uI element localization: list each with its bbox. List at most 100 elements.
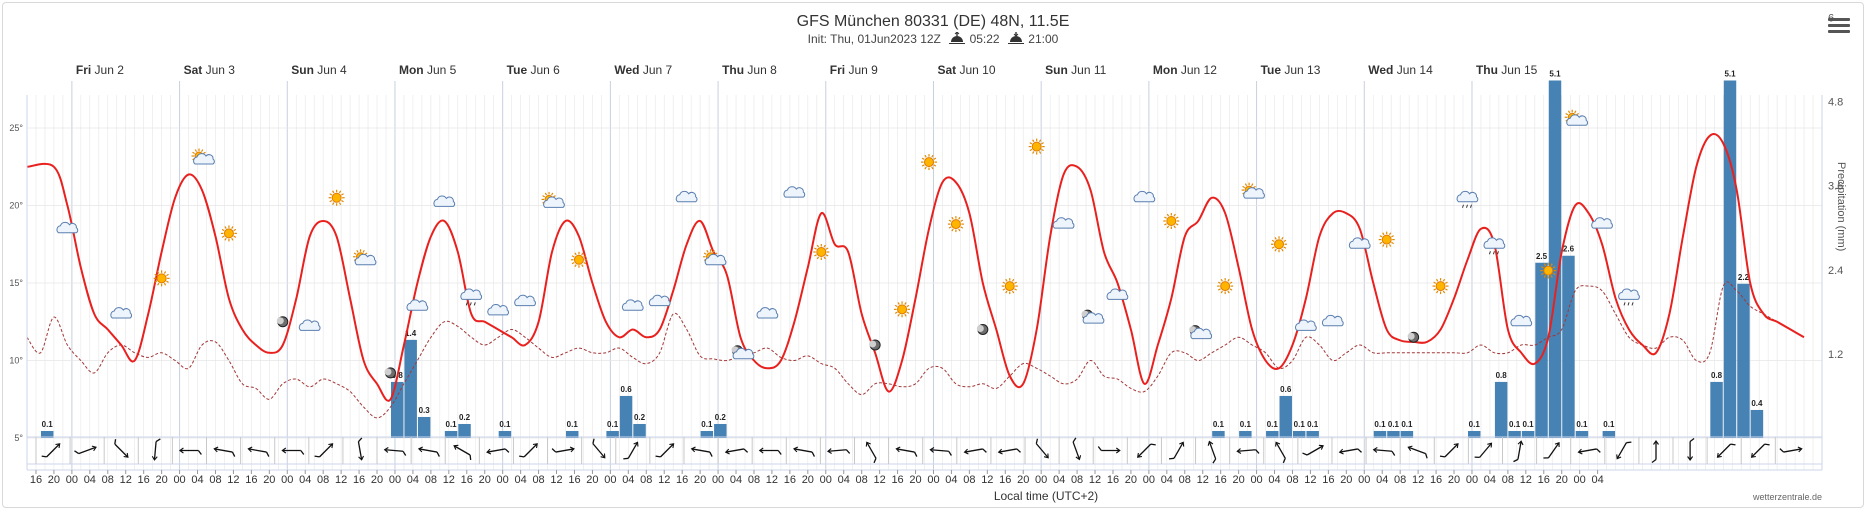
precip-label: 0.1	[607, 420, 619, 429]
y-left-tick-label: 5°	[14, 433, 23, 443]
dewpoint-line	[26, 281, 1791, 419]
sun-ray	[1567, 110, 1571, 114]
sun-ray	[1274, 237, 1277, 240]
sun-disc	[1166, 216, 1177, 226]
wind-shaft	[1173, 442, 1184, 459]
sun-ray	[1005, 278, 1008, 282]
wind-barb-icon	[1543, 441, 1560, 459]
hour-tick-label: 04	[945, 474, 957, 486]
weather-symbols	[56, 109, 1640, 379]
wind-arrowhead	[826, 448, 832, 454]
wind-arrowhead	[91, 445, 97, 452]
sun-ray	[1244, 183, 1248, 187]
moon-shade	[976, 325, 984, 332]
hour-tick-label: 08	[1502, 474, 1514, 486]
sun-ray	[338, 190, 342, 194]
hour-tick-label: 04	[1376, 474, 1388, 486]
wind-feather	[519, 455, 525, 458]
wind-feather	[1097, 446, 1102, 451]
sun-ray	[1543, 275, 1547, 278]
cloud-icon	[487, 304, 509, 316]
sun-ray	[166, 280, 169, 283]
sun-ray	[814, 254, 817, 257]
hamburger-menu-icon[interactable]	[1828, 16, 1850, 36]
sun-ray	[329, 193, 333, 196]
hour-tick-label: 00	[604, 474, 616, 486]
wind-feather	[436, 451, 440, 457]
wind-barb-icon	[655, 443, 675, 458]
wind-arrowhead	[1338, 448, 1344, 455]
hour-tick-label: 16	[138, 474, 150, 486]
wind-shaft	[866, 442, 877, 459]
wind-feather	[1689, 437, 1695, 443]
sun-ray	[571, 261, 575, 265]
wind-arrowhead	[1179, 441, 1185, 447]
wind-barb-icon	[383, 447, 407, 456]
hour-tick-label: 20	[156, 474, 168, 486]
wind-arrowhead	[963, 448, 969, 455]
cloud-icon	[783, 186, 806, 198]
sun-ray	[703, 252, 707, 255]
wind-feather	[1474, 456, 1480, 459]
wind-barb-icon	[1716, 443, 1736, 458]
sun-cloud-icon	[191, 148, 215, 165]
sun-ray	[931, 166, 934, 170]
sun-ray	[1552, 272, 1556, 276]
wind-shaft	[660, 443, 674, 458]
sunrise-time: 05:22	[969, 32, 1000, 46]
wind-shaft	[1306, 445, 1324, 456]
day-label: Sun Jun 4	[291, 63, 347, 77]
precip-label: 0.1	[1401, 420, 1413, 429]
wind-shaft	[794, 448, 813, 453]
sun-ray	[1005, 290, 1008, 294]
sun-ray	[897, 313, 900, 317]
wind-feather	[265, 451, 270, 457]
y-right-tick-label: 3.6	[1828, 181, 1843, 193]
hour-tick-label: 12	[1089, 474, 1101, 486]
y-right-tick-label: 6	[1828, 12, 1834, 24]
hour-tick-label: 04	[1053, 474, 1065, 486]
wind-barb-icon	[1302, 444, 1324, 456]
moon-cloud-icon	[1081, 309, 1105, 324]
wind-arrowhead	[1372, 447, 1378, 453]
wind-arrowhead	[417, 446, 423, 453]
wind-feather	[469, 454, 472, 461]
wind-shaft	[214, 448, 233, 453]
hour-tick-label: 00	[1035, 474, 1047, 486]
hour-tick-label: 16	[461, 474, 473, 486]
cloud-shape	[354, 253, 377, 266]
wind-arrowhead	[865, 441, 871, 447]
sun-ray	[1433, 288, 1437, 291]
precip-bar	[1737, 283, 1750, 438]
wind-barb-icon	[551, 446, 575, 453]
sun-ray	[224, 226, 227, 229]
wind-shaft	[454, 445, 471, 456]
hour-tick-label: 16	[676, 474, 688, 486]
wind-barb-icon	[623, 441, 639, 460]
precip-label: 0.1	[1523, 420, 1535, 429]
precip-bar	[40, 430, 54, 438]
y-right-tick-label: 4.8	[1828, 97, 1843, 109]
sun-disc	[156, 273, 167, 284]
sun-icon	[1217, 278, 1234, 295]
sun-ray	[1541, 266, 1544, 269]
sun-ray	[163, 271, 167, 274]
sun-ray	[1442, 290, 1446, 294]
wind-feather	[743, 448, 749, 453]
hour-tick-label: 00	[66, 474, 78, 486]
wind-feather	[357, 437, 363, 443]
wind-feather	[1543, 457, 1549, 459]
rain-drops	[1488, 251, 1499, 255]
sun-cloud-icon	[353, 249, 377, 266]
day-label: Wed Jun 14	[1368, 63, 1433, 77]
wind-barb-icon	[929, 447, 952, 456]
wind-feather	[873, 458, 877, 464]
wind-barb-icon	[758, 447, 782, 455]
sun-ray	[157, 282, 160, 286]
wind-barb-icon	[1513, 440, 1524, 463]
hour-tick-label: 12	[227, 474, 239, 486]
wind-arrowhead	[669, 443, 675, 449]
wind-shaft	[1616, 442, 1627, 459]
sun-cloud-icon	[541, 191, 565, 208]
